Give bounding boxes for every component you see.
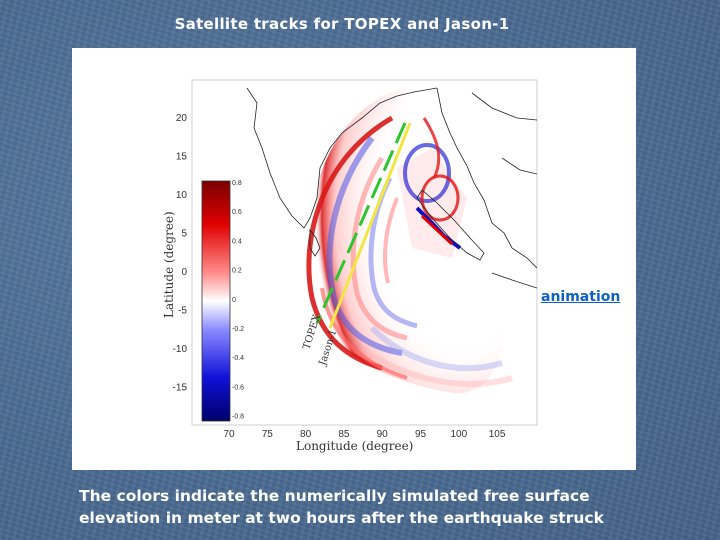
colorbar-tick-label: -0.2	[232, 326, 244, 333]
lon-tick-label: 70	[223, 429, 235, 440]
longitude-ticks: 70 75 80 85 90 95 100 105	[223, 429, 505, 440]
lat-tick-label: 15	[176, 152, 188, 163]
lon-tick-label: 90	[377, 429, 389, 440]
lon-tick-label: 100	[450, 429, 467, 440]
colorbar-tick-label: 0.6	[232, 209, 242, 216]
tsunami-map: TOPEX Jason-1 0.80.60.40.20-0.2-0.4-0.6-…	[162, 79, 538, 453]
y-axis-label: Latitude (degree)	[162, 211, 176, 318]
lat-tick-label: 10	[176, 190, 188, 201]
lat-tick-label: 20	[176, 113, 188, 124]
colorbar	[201, 180, 231, 422]
colorbar-ticks: 0.8 0.6 0.4 0.2 0 -0.2 -0.4 -0.6 -0.8	[232, 180, 244, 421]
colorbar-tick-label: -0.4	[232, 355, 244, 362]
lon-tick-label: 80	[300, 429, 312, 440]
colorbar-tick-label: 0.4	[232, 238, 242, 245]
caption-line-1: The colors indicate the numerically simu…	[79, 487, 590, 505]
tsunami-figure: TOPEX Jason-1 0.8 0.6 0.4 0.2 0 -0.2 -0.4 -0.6-…	[72, 48, 636, 470]
caption: The colors indicate the numerically simu…	[79, 485, 679, 529]
lat-tick-label: 5	[181, 229, 187, 240]
colorbar-tick-label: 0	[232, 297, 236, 304]
colorbar-tick-label: -0.6	[232, 384, 244, 391]
colorbar-tick-label: 0.2	[232, 268, 242, 275]
lat-tick-label: -10	[173, 344, 188, 355]
topex-track	[315, 122, 407, 324]
wave-field	[246, 87, 537, 394]
lon-tick-label: 105	[489, 429, 506, 440]
lat-tick-label: 0	[181, 267, 187, 278]
slide-title: Satellite tracks for TOPEX and Jason-1	[174, 15, 510, 33]
latitude-ticks: 20 15 10 5 0 -5 -10 -15	[173, 113, 188, 394]
lat-tick-label: -15	[173, 383, 188, 394]
jason-track	[328, 122, 412, 329]
lat-tick-label: -5	[178, 306, 187, 317]
animation-link[interactable]: animation	[541, 289, 621, 305]
lon-tick-label: 85	[338, 429, 350, 440]
caption-line-2: elevation in meter at two hours after th…	[79, 509, 604, 527]
colorbar-tick-label: -0.8	[232, 414, 244, 421]
lon-tick-label: 95	[415, 429, 427, 440]
lon-tick-label: 75	[262, 429, 274, 440]
x-axis-label: Longitude (degree)	[296, 439, 413, 453]
colorbar-tick-label: 0.8	[232, 180, 242, 187]
